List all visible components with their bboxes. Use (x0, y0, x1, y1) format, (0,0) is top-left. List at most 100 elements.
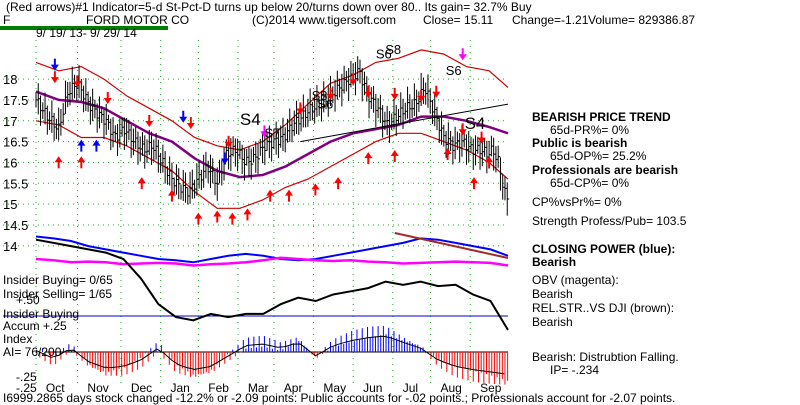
price-tick-label: 17.5 (3, 93, 28, 108)
strength-ratio: Strength Profess/Pub= 103.5 (532, 214, 687, 228)
blue-down-arrow-head (50, 64, 59, 71)
pr-percent: 65d-PR%= 0% (550, 123, 629, 137)
close-price: Close= 15.11 (423, 13, 493, 27)
insider-selling: Insider Selling= 1/65 (3, 287, 112, 301)
price-tick-label: 17 (3, 114, 17, 129)
red-down-arrow-head (50, 77, 59, 84)
red-up-arrow-head (311, 183, 320, 190)
closing-power-state: Bearish (532, 255, 576, 269)
month-label: Feb (208, 381, 229, 395)
month-label: Sep (480, 381, 502, 395)
price-tick-labels: 18 17.5 17 16.5 16 15.5 15 14.5 14 (3, 72, 28, 254)
price-tick-label: 14 (3, 239, 17, 254)
signal-s6: S6 (376, 46, 392, 61)
price-tick-label: 15 (3, 197, 17, 212)
indicator-rel-str-vs-dji (35, 238, 509, 331)
month-tick-labels: Oct Nov Dec Jan Feb Mar Apr May Jun Jul Aug Sep (46, 381, 502, 395)
obv-state: Bearish (532, 287, 573, 301)
price-tick-label: 16 (3, 155, 17, 170)
red-down-arrow-head (145, 120, 154, 127)
minus-25-label: -.25 (16, 370, 37, 384)
indicator-lines (35, 232, 509, 331)
red-down-arrow-head (296, 108, 305, 115)
red-down-arrow-head (364, 91, 373, 98)
red-up-arrow-head (334, 177, 343, 184)
red-up-arrow-head (470, 177, 479, 184)
professionals-title: Professionals are bearish (532, 163, 678, 177)
cp-trendline (394, 232, 509, 259)
red-up-arrow-head (77, 156, 86, 163)
minus-25-label-2: -.25 (16, 381, 37, 395)
red-down-arrow-head (417, 95, 426, 102)
price-tick-label: 15.5 (3, 176, 28, 191)
month-label: Aug (440, 381, 461, 395)
ticker-symbol: F (3, 13, 10, 27)
rel-str-label: REL.STR..VS DJI (brown): (532, 301, 674, 315)
red-up-arrow-head (54, 156, 63, 163)
red-up-arrow-head (194, 212, 203, 219)
insider-buying: Insider Buying= 0/65 (3, 273, 113, 287)
signal-s8: S8 (312, 88, 328, 103)
red-up-arrow-head (167, 189, 176, 196)
signal-s7: S7 (264, 125, 280, 140)
month-label: Mar (248, 381, 269, 395)
signal-s6: S6 (317, 96, 333, 111)
accum-average-line (35, 335, 505, 375)
red-down-arrow-head (390, 93, 399, 100)
closing-power-label: CLOSING POWER (blue): (532, 242, 675, 256)
red-up-arrow-head (243, 208, 252, 215)
red-down-arrow-head (432, 91, 441, 98)
signal-s6: S6 (446, 63, 462, 78)
blue-up-arrow-head (92, 139, 101, 146)
insider-buying-2: Insider Buying (3, 307, 79, 321)
accum-message: Bearish: Distrubtion Falling. (532, 350, 679, 364)
month-label: Oct (46, 381, 65, 395)
footer-summary: I6999.2865 days stock changed -12.2% or … (3, 391, 675, 405)
copyright-text: (C)2014 www.tigersoft.com (252, 13, 396, 27)
red-up-arrow-head (137, 177, 146, 184)
price-tick-label: 16.5 (3, 135, 28, 150)
blue-up-arrow-head (77, 139, 86, 146)
company-underline (0, 26, 168, 30)
red-down-arrow-head (224, 141, 233, 148)
red-up-arrow-head (485, 156, 494, 163)
red-up-arrow-head (443, 147, 452, 154)
red-down-arrow-head (349, 79, 358, 86)
cp-percent: 65d-CP%= 0% (550, 176, 629, 190)
red-down-arrow-head (458, 129, 467, 136)
red-down-arrow-head (186, 123, 195, 130)
index-label: Index (3, 332, 32, 346)
accum-label: Accum +.25 (3, 319, 67, 333)
red-down-arrow-head (326, 93, 335, 100)
rel-str-state: Bearish (532, 315, 573, 329)
magenta-down-arrow-head (458, 54, 467, 61)
red-up-arrow-head (364, 152, 373, 159)
red-down-arrow-head (73, 81, 82, 88)
indicator-closing-power (35, 235, 509, 264)
month-label: Nov (87, 381, 108, 395)
month-label: Jun (363, 381, 382, 395)
indicator-obv (35, 256, 509, 267)
op-percent: 65d-OP%= 25.2% (550, 149, 647, 163)
date-range: 9/ 19/ 13- 9/ 29/ 14 (36, 26, 137, 40)
ai-value: AI= 76/200 (3, 345, 62, 359)
signal-arrows (50, 48, 494, 225)
month-label: Apr (284, 381, 303, 395)
red-down-arrow-head (103, 98, 112, 105)
price-trend-title: BEARISH PRICE TREND (532, 110, 671, 124)
signal-s8: S8 (385, 42, 401, 57)
trendline (300, 103, 509, 143)
signal-s4: S4 (465, 114, 486, 133)
plus-50-label: +.50 (16, 293, 40, 307)
blue-down-arrow-head (220, 158, 229, 165)
month-label: May (323, 381, 346, 395)
price-tick-label: 14.5 (3, 218, 28, 233)
month-label: Dec (131, 381, 152, 395)
company-name: FORD MOTOR CO (86, 13, 189, 27)
public-title: Public is bearish (532, 136, 627, 150)
month-label: Jul (403, 381, 418, 395)
red-up-arrow-head (213, 210, 222, 217)
price-tick-label: 18 (3, 72, 17, 87)
